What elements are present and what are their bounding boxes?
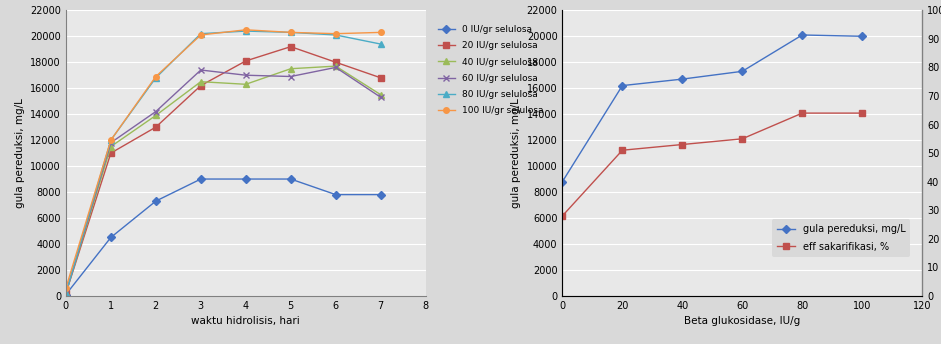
60 IU/gr selulosa: [151, 109, 162, 114]
60 IU/gr selulosa: [105, 141, 117, 145]
40 IU/gr selulosa: [105, 144, 117, 149]
Line: 40 IU/gr selulosa: 40 IU/gr selulosa: [63, 63, 384, 296]
80 IU/gr selulosa: [285, 30, 296, 34]
40 IU/gr selulosa: [375, 93, 387, 97]
Line: 0 IU/gr selulosa: 0 IU/gr selulosa: [63, 176, 384, 297]
eff sakarifikasi, %: [797, 111, 808, 115]
80 IU/gr selulosa: [195, 32, 206, 36]
60 IU/gr selulosa: [240, 73, 251, 77]
Legend: 0 IU/gr selulosa, 20 IU/gr selulosa, 40 IU/gr selulosa, 60 IU/gr selulosa, 80 IU: 0 IU/gr selulosa, 20 IU/gr selulosa, 40 …: [434, 21, 548, 120]
Line: gula pereduksi, mg/L: gula pereduksi, mg/L: [560, 32, 865, 184]
0 IU/gr selulosa: [60, 292, 72, 297]
100 IU/gr selulosa: [105, 138, 117, 142]
0 IU/gr selulosa: [375, 193, 387, 197]
Line: 100 IU/gr selulosa: 100 IU/gr selulosa: [63, 27, 384, 291]
40 IU/gr selulosa: [60, 291, 72, 295]
20 IU/gr selulosa: [285, 45, 296, 49]
eff sakarifikasi, %: [856, 111, 868, 115]
Y-axis label: gula pereduksi, mg/L: gula pereduksi, mg/L: [14, 98, 24, 208]
100 IU/gr selulosa: [375, 30, 387, 34]
eff sakarifikasi, %: [616, 148, 628, 152]
eff sakarifikasi, %: [677, 142, 688, 147]
100 IU/gr selulosa: [151, 74, 162, 78]
Line: 20 IU/gr selulosa: 20 IU/gr selulosa: [63, 44, 384, 296]
60 IU/gr selulosa: [60, 291, 72, 295]
40 IU/gr selulosa: [285, 67, 296, 71]
80 IU/gr selulosa: [60, 291, 72, 295]
gula pereduksi, mg/L: [856, 34, 868, 38]
80 IU/gr selulosa: [330, 33, 342, 37]
0 IU/gr selulosa: [240, 177, 251, 181]
Line: eff sakarifikasi, %: eff sakarifikasi, %: [560, 110, 865, 219]
80 IU/gr selulosa: [240, 29, 251, 33]
20 IU/gr selulosa: [240, 59, 251, 63]
20 IU/gr selulosa: [330, 60, 342, 64]
0 IU/gr selulosa: [105, 235, 117, 239]
Y-axis label: gula pereduksi, mg/L: gula pereduksi, mg/L: [511, 98, 521, 208]
100 IU/gr selulosa: [240, 28, 251, 32]
80 IU/gr selulosa: [105, 138, 117, 142]
gula pereduksi, mg/L: [797, 33, 808, 37]
100 IU/gr selulosa: [60, 286, 72, 290]
Line: 60 IU/gr selulosa: 60 IU/gr selulosa: [62, 64, 384, 297]
60 IU/gr selulosa: [285, 74, 296, 78]
100 IU/gr selulosa: [195, 33, 206, 37]
eff sakarifikasi, %: [557, 214, 568, 218]
100 IU/gr selulosa: [285, 30, 296, 34]
60 IU/gr selulosa: [330, 65, 342, 69]
80 IU/gr selulosa: [151, 76, 162, 80]
20 IU/gr selulosa: [151, 125, 162, 129]
0 IU/gr selulosa: [330, 193, 342, 197]
40 IU/gr selulosa: [330, 64, 342, 68]
40 IU/gr selulosa: [195, 80, 206, 84]
Line: 80 IU/gr selulosa: 80 IU/gr selulosa: [63, 28, 384, 296]
gula pereduksi, mg/L: [677, 77, 688, 81]
60 IU/gr selulosa: [195, 68, 206, 72]
60 IU/gr selulosa: [375, 95, 387, 99]
100 IU/gr selulosa: [330, 32, 342, 36]
40 IU/gr selulosa: [240, 82, 251, 86]
20 IU/gr selulosa: [195, 84, 206, 88]
gula pereduksi, mg/L: [557, 180, 568, 184]
gula pereduksi, mg/L: [616, 84, 628, 88]
X-axis label: waktu hidrolisis, hari: waktu hidrolisis, hari: [191, 316, 300, 326]
20 IU/gr selulosa: [375, 76, 387, 80]
20 IU/gr selulosa: [60, 291, 72, 295]
X-axis label: Beta glukosidase, IU/g: Beta glukosidase, IU/g: [684, 316, 801, 326]
eff sakarifikasi, %: [737, 137, 748, 141]
Legend: gula pereduksi, mg/L, eff sakarifikasi, %: gula pereduksi, mg/L, eff sakarifikasi, …: [773, 219, 910, 257]
20 IU/gr selulosa: [105, 151, 117, 155]
gula pereduksi, mg/L: [737, 69, 748, 73]
40 IU/gr selulosa: [151, 114, 162, 118]
80 IU/gr selulosa: [375, 42, 387, 46]
0 IU/gr selulosa: [151, 199, 162, 203]
0 IU/gr selulosa: [195, 177, 206, 181]
0 IU/gr selulosa: [285, 177, 296, 181]
